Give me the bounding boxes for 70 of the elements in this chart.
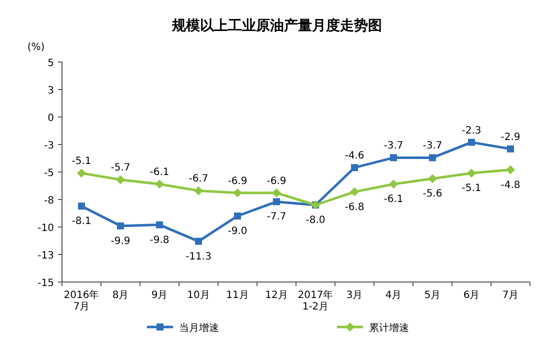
data-label: -6.8 — [344, 202, 364, 213]
data-label: -6.9 — [266, 176, 286, 187]
point — [194, 186, 203, 196]
data-label: -2.9 — [500, 132, 520, 143]
x-tick-label: 7月 — [502, 290, 519, 301]
point — [429, 154, 436, 162]
data-label: -5.1 — [462, 183, 482, 194]
data-label: -6.1 — [384, 194, 404, 206]
point — [116, 175, 125, 184]
x-tick-label: 2017年 1-2月 — [298, 289, 334, 312]
point — [272, 188, 281, 198]
data-label: -5.6 — [422, 188, 442, 200]
point — [117, 222, 124, 230]
x-tick-label: 12月 — [265, 290, 288, 301]
x-tick-label: 9月 — [151, 290, 168, 301]
data-label: -2.3 — [462, 125, 482, 136]
y-tick-label: 5 — [48, 58, 54, 69]
x-tick-label: 6月 — [463, 290, 480, 301]
x-tick-label: 8月 — [112, 290, 129, 301]
data-label: -3.7 — [384, 140, 404, 152]
y-tick-label: 3 — [48, 86, 54, 96]
data-label: -9.8 — [150, 234, 170, 246]
point — [234, 212, 241, 220]
x-tick-label: 5月 — [424, 290, 441, 301]
x-tick-label: 4月 — [385, 290, 402, 301]
x-tick-label: 3月 — [346, 290, 363, 301]
data-label: -6.1 — [150, 167, 170, 178]
y-tick-label: -10 — [38, 223, 54, 234]
data-label: -7.7 — [266, 212, 286, 223]
point — [351, 164, 358, 172]
legend-label: 累计增速 — [369, 322, 409, 334]
data-label: -5.7 — [110, 162, 130, 174]
point — [273, 198, 280, 206]
point — [77, 168, 86, 178]
data-label: -3.7 — [422, 140, 442, 152]
point — [155, 180, 164, 189]
point — [78, 202, 85, 210]
legend-label: 当月增速 — [179, 322, 219, 334]
x-tick-label: 10月 — [187, 290, 210, 301]
y-tick-label: -13 — [38, 250, 54, 262]
data-label: -9.0 — [228, 226, 248, 237]
data-label: -11.3 — [186, 251, 212, 262]
x-tick-label: 2016年 7月 — [64, 289, 100, 312]
point — [156, 221, 163, 228]
data-label: -4.6 — [344, 150, 364, 162]
point — [390, 154, 397, 162]
point — [233, 188, 242, 198]
point — [350, 187, 359, 196]
data-label: -9.9 — [110, 236, 130, 247]
point — [506, 165, 515, 174]
y-tick-label: -8 — [44, 196, 54, 206]
point — [468, 138, 475, 146]
y-tick-label: -5 — [44, 168, 54, 179]
y-tick-label: 0 — [48, 113, 54, 124]
y-tick-label: -15 — [38, 278, 54, 289]
chart-title: 规模以上工业原油产量月度走势图 — [171, 17, 382, 34]
x-tick-label: 11月 — [226, 290, 249, 301]
data-label: -5.1 — [72, 156, 92, 168]
point — [467, 168, 476, 178]
point — [389, 180, 398, 189]
data-label: -6.9 — [228, 176, 248, 187]
y-tick-label: -3 — [44, 140, 54, 152]
data-label: -6.7 — [188, 174, 208, 185]
y-axis-title: (%) — [27, 42, 45, 53]
point — [428, 174, 437, 184]
point — [195, 238, 202, 245]
point — [507, 145, 514, 152]
data-label: -8.1 — [72, 216, 92, 228]
data-label: -4.8 — [500, 180, 520, 191]
data-label: -8.0 — [306, 215, 326, 226]
